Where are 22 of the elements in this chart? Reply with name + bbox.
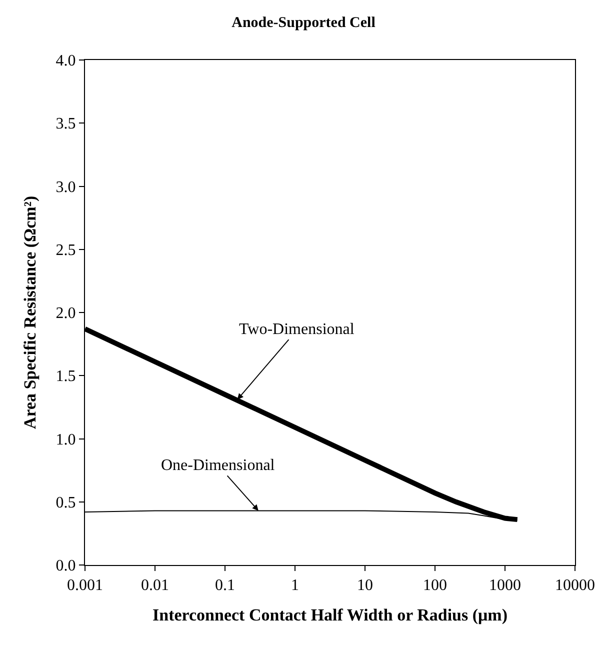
y-tick-label: 2.0: [56, 305, 76, 322]
annotation: Two-Dimensional: [239, 321, 355, 338]
y-tick-label: 4.0: [56, 52, 76, 70]
x-tick-label: 1000: [489, 577, 521, 594]
chart-title: Anode-Supported Cell: [232, 14, 376, 31]
y-tick-label: 0.5: [56, 494, 76, 512]
annotation: One-Dimensional: [161, 457, 276, 474]
x-tick-label: 100: [423, 577, 447, 594]
y-tick-label: 1.5: [56, 368, 76, 386]
x-tick-label: 1: [291, 577, 299, 594]
y-tick-label: 1.0: [56, 431, 76, 448]
x-tick-label: 10: [357, 577, 373, 594]
y-tick-label: 3.5: [56, 116, 76, 133]
x-axis-title: Interconnect Contact Half Width or Radius (μm): [152, 606, 508, 625]
y-axis-title: Area Specific Resistance (Ωcm²): [20, 196, 40, 430]
x-tick-label: 0.01: [141, 577, 169, 594]
y-tick-label: 2.5: [56, 242, 76, 259]
x-tick-label: 0.001: [67, 577, 103, 594]
y-tick-label: 3.0: [56, 178, 76, 196]
y-tick-label: 0.0: [56, 558, 76, 575]
x-tick-label: 0.1: [215, 577, 235, 594]
x-tick-label: 10000: [555, 577, 595, 594]
